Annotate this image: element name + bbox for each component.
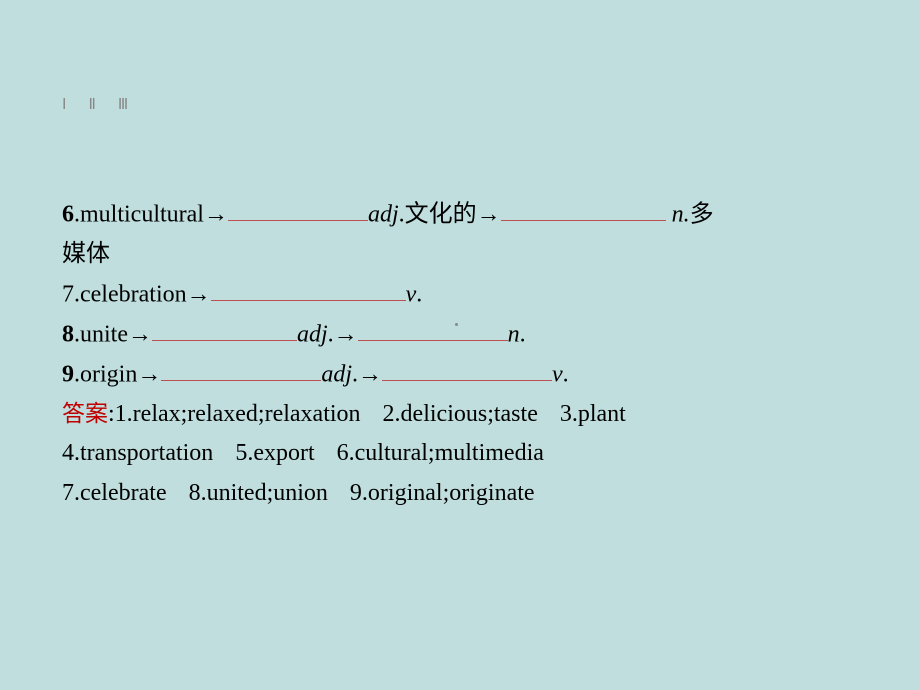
answers-line1: 答案:1.relax;relaxed;relaxation 2.delicious… — [62, 395, 858, 435]
tab-1[interactable]: Ⅰ — [62, 95, 66, 114]
blank-field — [382, 355, 552, 381]
item-9: 9.origin→adj.→v. — [62, 355, 858, 395]
arrow-icon: → — [204, 201, 228, 227]
answer-9: 9.original;originate — [350, 480, 535, 506]
answer-2: 2.delicious;taste — [383, 401, 538, 427]
item-9-word: origin — [80, 361, 137, 387]
item-6-def2a: 多 — [690, 201, 714, 227]
blank-field — [228, 195, 368, 221]
item-8-word: unite — [80, 321, 128, 347]
item-7-punct: . — [416, 281, 422, 307]
item-7-pos1: v — [406, 281, 417, 307]
item-9-punct: . — [563, 361, 569, 387]
tab-3[interactable]: Ⅲ — [118, 95, 128, 114]
item-8-num: 8 — [62, 321, 74, 347]
item-9-pos1: adj — [321, 361, 352, 387]
answer-7: 7.celebrate — [62, 480, 167, 506]
item-8: 8.unite→adj.→n. — [62, 315, 858, 355]
item-8-punct: . — [520, 321, 526, 347]
item-7-num: 7 — [62, 281, 74, 307]
content-area: 6.multicultural→adj.文化的→ n.多 媒体 7.celebr… — [62, 195, 858, 513]
tabs: Ⅰ Ⅱ Ⅲ — [62, 95, 128, 114]
item-8-pos1: adj — [297, 321, 328, 347]
item-6-word: multicultural — [80, 201, 204, 227]
tab-2[interactable]: Ⅱ — [88, 95, 95, 114]
item-7: 7.celebration→v. — [62, 275, 858, 315]
answer-8: 8.united;union — [189, 480, 328, 506]
item-9-num: 9 — [62, 361, 74, 387]
answer-1: 1.relax;relaxed;relaxation — [115, 401, 361, 427]
answer-colon: : — [108, 401, 115, 427]
blank-field — [211, 275, 406, 301]
answer-label: 答案 — [62, 400, 108, 426]
item-7-word: celebration — [80, 281, 187, 307]
item-9-pos2: v — [552, 361, 563, 387]
arrow-icon: → — [358, 361, 382, 387]
arrow-icon: → — [187, 281, 211, 307]
item-6-line2: 媒体 — [62, 235, 858, 275]
blank-field — [501, 195, 666, 221]
blank-field — [358, 315, 508, 341]
item-6-def2b: 媒体 — [62, 241, 110, 267]
answer-5: 5.export — [235, 440, 314, 466]
arrow-icon: → — [128, 321, 152, 347]
item-6-def1: 文化的 — [405, 201, 477, 227]
blank-field — [161, 355, 321, 381]
answers-line3: 7.celebrate 8.united;union 9.original;orig… — [62, 474, 858, 514]
arrow-icon: → — [334, 321, 358, 347]
item-8-pos2: n — [508, 321, 520, 347]
item-6-line1: 6.multicultural→adj.文化的→ n.多 — [62, 195, 858, 235]
item-6-num: 6 — [62, 201, 74, 227]
arrow-icon: → — [137, 361, 161, 387]
answer-3: 3.plant — [560, 401, 626, 427]
item-6-pos2: n — [672, 201, 684, 227]
center-dot-icon — [455, 323, 458, 326]
answers-line2: 4.transportation 5.export 6.cultural;multi… — [62, 434, 858, 474]
item-6-pos1: adj — [368, 201, 399, 227]
arrow-icon: → — [477, 201, 501, 227]
blank-field — [152, 315, 297, 341]
answer-4: 4.transportation — [62, 440, 213, 466]
answer-6: 6.cultural;multimedia — [337, 440, 544, 466]
